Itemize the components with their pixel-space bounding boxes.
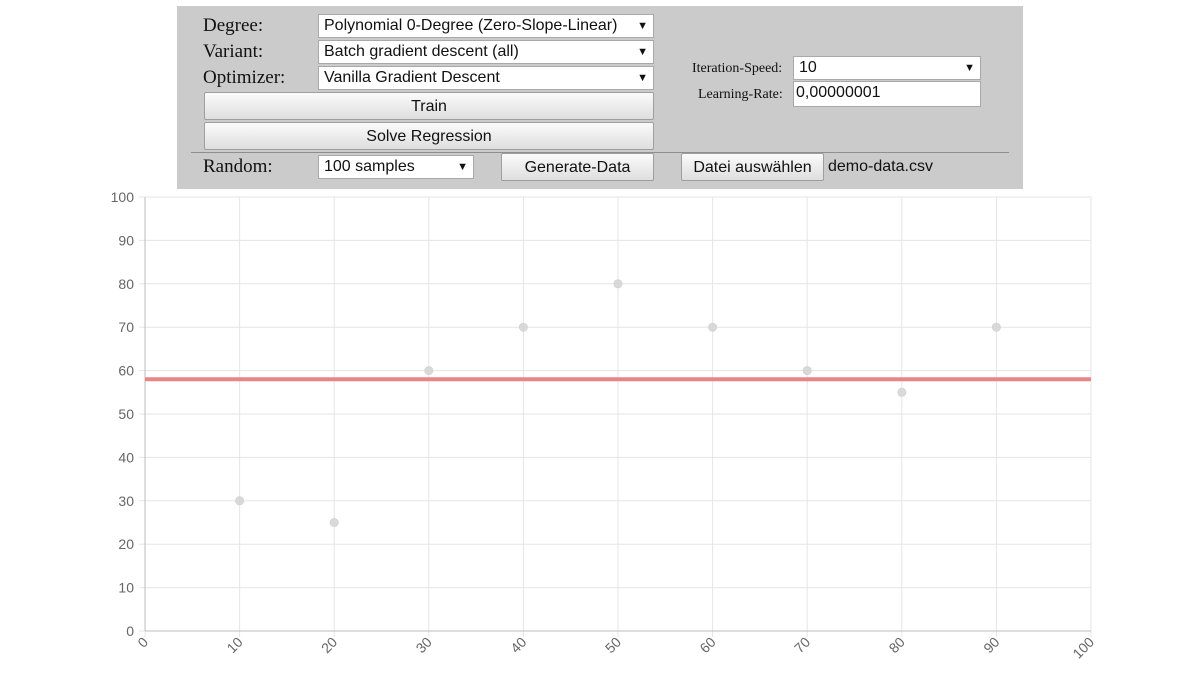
iteration-speed-value: 10 [799,59,817,76]
x-tick-label: 70 [791,634,813,656]
y-tick-label: 60 [118,363,134,379]
degree-select-value: Polynomial 0-Degree (Zero-Slope-Linear) [324,17,618,34]
data-point [991,322,1001,332]
data-point [424,366,434,376]
data-point [897,387,907,397]
train-button[interactable]: Train [204,92,654,120]
degree-label: Degree: [203,15,264,36]
chart-axes [144,197,1091,632]
y-tick-label: 100 [111,189,135,205]
x-tick-label: 100 [1069,634,1097,662]
x-tick-label: 0 [134,634,151,651]
y-tick-label: 90 [118,232,134,248]
random-label: Random: [203,156,273,177]
x-tick-label: 50 [602,634,624,656]
file-name: demo-data.csv [828,158,933,175]
x-tick-label: 40 [507,634,529,656]
tick-labels: 0 10 20 30 40 50 60 70 80 90 100 0 10 20 30 40 50 60 70 80 9… [111,189,1098,662]
file-choose-button[interactable]: Datei auswählen [681,153,824,181]
degree-select[interactable]: Polynomial 0-Degree (Zero-Slope-Linear) … [318,14,654,38]
y-tick-label: 40 [118,449,134,465]
data-point [802,366,812,376]
chevron-down-icon: ▼ [964,62,975,74]
solve-regression-button[interactable]: Solve Regression [204,122,654,150]
chevron-down-icon: ▼ [637,20,648,32]
x-tick-label: 90 [980,634,1002,656]
data-point [329,518,339,527]
chart-grid [139,196,1092,637]
x-tick-label: 80 [886,634,908,656]
optimizer-label: Optimizer: [203,67,286,88]
variant-select-value: Batch gradient descent (all) [324,43,519,60]
optimizer-select-value: Vanilla Gradient Descent [324,69,500,86]
y-tick-label: 80 [118,276,134,292]
learning-rate-label: Learning-Rate: [698,87,783,102]
y-tick-label: 20 [118,536,134,552]
divider [191,152,1009,153]
y-tick-label: 10 [118,580,134,596]
x-tick-label: 60 [696,634,718,656]
random-samples-value: 100 samples [324,158,415,175]
data-point [613,279,623,289]
x-tick-label: 30 [413,634,435,656]
variant-label: Variant: [203,41,264,62]
y-tick-label: 50 [118,406,134,422]
y-tick-label: 30 [118,493,134,509]
learning-rate-input[interactable]: 0,00000001 [793,81,981,107]
chevron-down-icon: ▼ [637,46,648,58]
y-tick-label: 0 [126,623,134,639]
x-tick-label: 10 [223,634,245,656]
data-point [708,322,718,332]
chevron-down-icon: ▼ [457,161,468,173]
y-tick-label: 70 [118,319,134,335]
variant-select[interactable]: Batch gradient descent (all) ▼ [318,40,654,64]
control-panel: Degree: Polynomial 0-Degree (Zero-Slope-… [177,6,1023,189]
data-point [235,496,245,506]
optimizer-select[interactable]: Vanilla Gradient Descent ▼ [318,66,654,90]
x-tick-label: 20 [318,634,340,656]
data-points [235,279,1001,527]
generate-data-button[interactable]: Generate-Data [501,153,654,181]
iteration-speed-select[interactable]: 10 ▼ [793,56,981,80]
random-samples-select[interactable]: 100 samples ▼ [318,155,474,179]
iteration-speed-label: Iteration-Speed: [692,61,783,76]
learning-rate-value: 0,00000001 [796,84,881,101]
data-point [518,322,528,332]
chevron-down-icon: ▼ [637,72,648,84]
